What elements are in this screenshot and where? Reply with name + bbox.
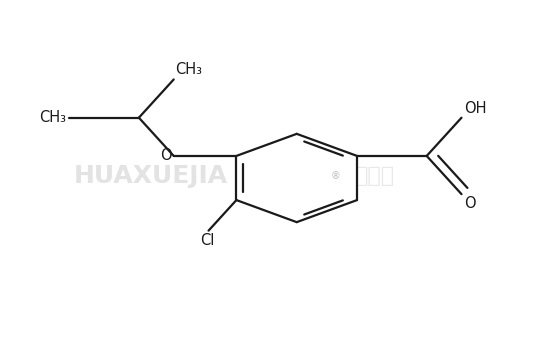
Text: O: O [464,196,476,211]
Text: CH₃: CH₃ [39,110,67,125]
Text: OH: OH [464,101,487,116]
Text: CH₃: CH₃ [175,62,202,77]
Text: HUAXUEJIA: HUAXUEJIA [74,164,228,188]
Text: ®: ® [330,171,340,181]
Text: O: O [160,148,171,163]
Text: 化学加: 化学加 [355,166,395,186]
Text: Cl: Cl [200,234,214,248]
